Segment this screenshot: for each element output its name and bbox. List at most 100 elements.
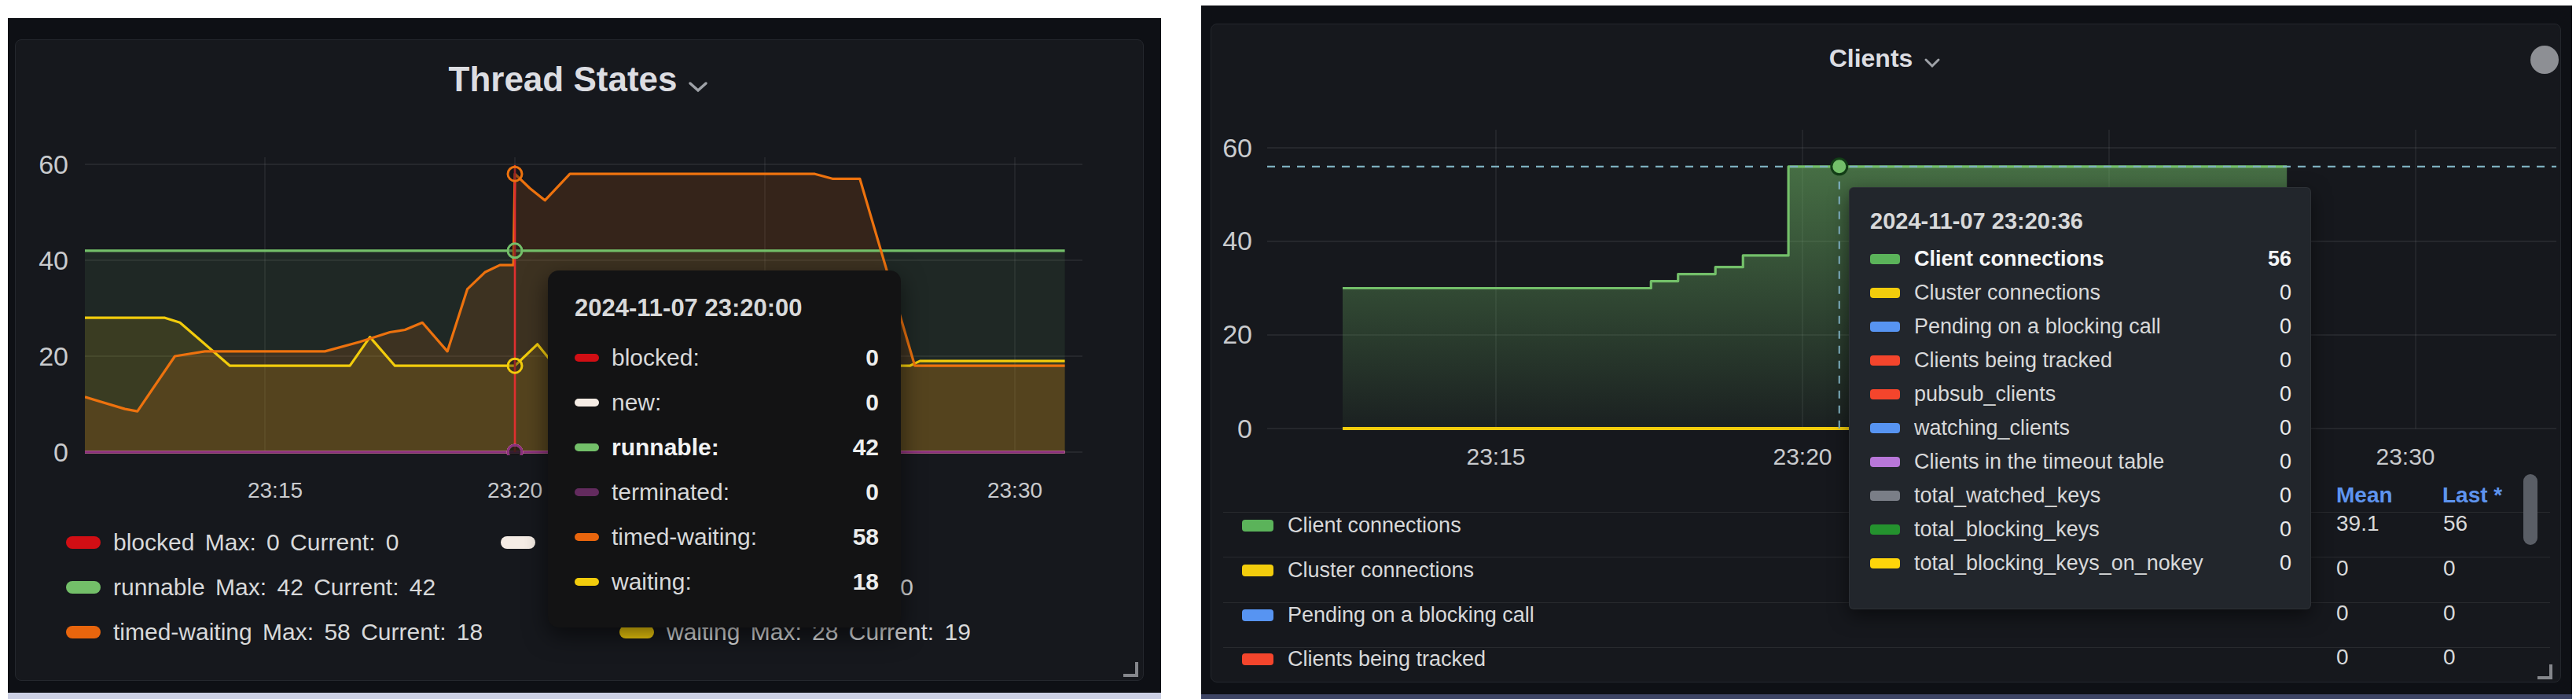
y-axis-label: 20	[1184, 320, 1252, 348]
panel-status-dot	[2530, 46, 2559, 74]
legend-row-client-connections[interactable]: Client connections	[1242, 511, 1461, 539]
tooltip-series-label: total_blocking_keys	[1914, 517, 2100, 542]
y-axis-label: 20	[0, 342, 68, 370]
tooltip-series-value: 0	[2280, 315, 2291, 339]
x-axis-label: 23:20	[487, 478, 542, 503]
series-color-swatch	[1870, 457, 1900, 467]
grafana-dashboard: Thread States 60 40 20 0 23:15 23:20 23:…	[0, 0, 2576, 699]
tooltip-series-value: 0	[865, 344, 879, 371]
y-axis-label: 40	[1184, 226, 1252, 255]
tooltip-row: waiting: 18	[575, 559, 879, 604]
series-color-swatch	[1870, 524, 1900, 535]
tooltip-series-label: Clients in the timeout table	[1914, 450, 2164, 474]
chevron-down-icon	[688, 62, 708, 101]
tooltip-row: blocked: 0	[575, 335, 879, 380]
chart-tooltip-thread-states: 2024-11-07 23:20:00 blocked:0new:0runnab…	[548, 270, 901, 627]
tooltip-timestamp: 2024-11-07 23:20:00	[575, 294, 879, 322]
series-color-swatch	[501, 536, 535, 549]
panel-title-clients[interactable]: Clients	[1211, 44, 2559, 75]
series-color-swatch	[1242, 520, 1273, 532]
x-axis-label: 23:20	[1773, 443, 1832, 470]
panel-resize-handle[interactable]	[1123, 662, 1138, 677]
tooltip-series-value: 0	[865, 479, 879, 506]
tooltip-row: timed-waiting:58	[575, 514, 879, 559]
tooltip-row: Clients in the timeout table0	[1870, 445, 2291, 479]
tooltip-series-label: Pending on a blocking call	[1914, 315, 2161, 339]
tooltip-series-value: 0	[2280, 517, 2291, 542]
legend-item-blocked[interactable]: blocked Max: 0 Current: 0	[66, 528, 399, 557]
series-color-swatch	[575, 354, 599, 362]
legend-column-mean[interactable]: Mean	[2336, 483, 2393, 508]
tooltip-series-value: 0	[2280, 416, 2291, 440]
legend-stats: Max: 0 Current: 0	[205, 529, 399, 555]
series-color-swatch	[1870, 254, 1900, 264]
series-color-swatch	[1242, 609, 1273, 621]
panel-title-text: Thread States	[449, 60, 678, 98]
tooltip-series-label: total_watched_keys	[1914, 484, 2100, 508]
series-color-swatch	[575, 488, 599, 496]
tooltip-row: Clients being tracked0	[1870, 344, 2291, 377]
tooltip-series-label: pubsub_clients	[1914, 382, 2056, 407]
series-color-swatch	[1870, 355, 1900, 366]
legend-column-last[interactable]: Last *	[2442, 483, 2502, 508]
tooltip-series-label: Cluster connections	[1914, 281, 2100, 305]
panel-title-thread-states[interactable]: Thread States	[15, 60, 1142, 101]
legend-label: Client connections	[1288, 513, 1461, 538]
tooltip-series-value: 0	[2280, 551, 2291, 576]
legend-mean-value: 39.1	[2336, 511, 2379, 536]
tooltip-series-label: Clients being tracked	[1914, 348, 2112, 373]
legend-item-timed-waiting[interactable]: timed-waiting Max: 58 Current: 18	[66, 617, 483, 647]
y-axis-label: 40	[0, 246, 68, 274]
tooltip-row: terminated: 0	[575, 469, 879, 514]
legend-last-value: 0	[2443, 601, 2456, 626]
legend-mean-value: 0	[2336, 601, 2349, 626]
tooltip-row: Cluster connections 0	[1870, 276, 2291, 310]
tooltip-series-label: watching_clients	[1914, 416, 2070, 440]
panel-title-text: Clients	[1829, 44, 1913, 72]
tooltip-row: Client connections56	[1870, 242, 2291, 276]
series-color-swatch	[1870, 423, 1900, 433]
legend-label: timed-waiting	[113, 619, 252, 645]
tooltip-row: Pending on a blocking call 0	[1870, 310, 2291, 344]
tooltip-row: pubsub_clients0	[1870, 377, 2291, 411]
legend-row-cluster-connections[interactable]: Cluster connections	[1242, 556, 1474, 584]
tooltip-series-label: terminated:	[612, 479, 729, 506]
legend-scrollbar[interactable]	[2523, 474, 2537, 545]
series-color-swatch	[1242, 653, 1273, 665]
legend-stats: Max: 42 Current: 42	[215, 574, 435, 600]
series-color-swatch	[1242, 565, 1273, 576]
tooltip-series-label: waiting:	[612, 568, 692, 595]
x-axis-label: 23:15	[1466, 443, 1525, 470]
chevron-down-icon	[1924, 46, 1941, 75]
legend-last-value: 0	[2443, 645, 2456, 670]
legend-label: Cluster connections	[1288, 558, 1474, 583]
tooltip-series-value: 18	[853, 568, 879, 595]
legend-row-clients-being-tracked[interactable]: Clients being tracked	[1242, 645, 1486, 673]
series-color-swatch	[575, 443, 599, 451]
series-color-swatch	[575, 578, 599, 586]
legend-last-value: 56	[2443, 511, 2468, 536]
legend-mean-value: 0	[2336, 556, 2349, 581]
tooltip-series-value: 0	[2280, 281, 2291, 305]
tooltip-series-value: 42	[853, 434, 879, 461]
tooltip-series-label: blocked:	[612, 344, 700, 371]
legend-item-runnable[interactable]: runnable Max: 42 Current: 42	[66, 572, 435, 602]
legend-row-pending-on-a-blocking-call[interactable]: Pending on a blocking call	[1242, 601, 1534, 629]
legend-mean-value: 0	[2336, 645, 2349, 670]
series-color-swatch	[66, 581, 101, 594]
panel-resize-handle[interactable]	[2537, 664, 2552, 679]
legend-stats: Max: 58 Current: 18	[263, 619, 483, 645]
series-color-swatch	[1870, 389, 1900, 399]
legend-last-value: 0	[2443, 556, 2456, 581]
tooltip-row: total_watched_keys0	[1870, 479, 2291, 513]
series-color-swatch	[619, 626, 654, 638]
series-color-swatch	[575, 399, 599, 407]
series-color-swatch	[66, 626, 101, 638]
series-color-swatch	[1870, 558, 1900, 568]
tooltip-row: runnable:42	[575, 425, 879, 469]
series-color-swatch	[1870, 322, 1900, 332]
tooltip-row: watching_clients 0	[1870, 411, 2291, 445]
legend-label: Pending on a blocking call	[1288, 603, 1534, 627]
tooltip-row: total_blocking_keys 0	[1870, 513, 2291, 546]
y-axis-label: 0	[0, 438, 68, 466]
